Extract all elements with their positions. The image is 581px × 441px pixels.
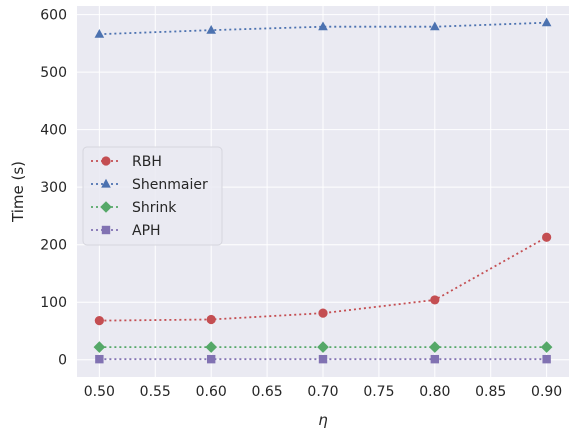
data-point-shenmaier [318, 21, 328, 31]
legend-entry-rbh: RBH [91, 154, 162, 170]
y-tick-label: 0 [58, 353, 67, 369]
legend-marker-rbh [101, 156, 111, 166]
data-point-shenmaier [94, 28, 105, 38]
series-rbh [94, 232, 552, 326]
data-point-shenmaier [206, 24, 216, 34]
data-point-shenmaier [541, 17, 552, 27]
legend-entry-shrink: Shrink [91, 200, 177, 216]
x-tick-label: 0.50 [84, 384, 115, 400]
x-axis-label: η [318, 411, 328, 429]
y-tick-label: 100 [40, 295, 67, 311]
x-tick-label: 0.90 [531, 384, 562, 400]
data-point-rbh [542, 232, 552, 242]
y-tick-label: 500 [40, 65, 67, 81]
x-tick-labels: 0.50 0.55 0.60 0.65 0.70 0.75 0.80 0.85 0.90 [84, 384, 562, 400]
y-tick-label: 300 [40, 180, 67, 196]
legend-label: APH [132, 223, 161, 239]
x-tick-label: 0.80 [419, 384, 450, 400]
legend-marker-shenmaier [101, 178, 111, 188]
series-shenmaier [94, 17, 552, 38]
data-point-shenmaier [430, 21, 440, 31]
data-point-shrink [540, 341, 553, 353]
y-tick-labels: 0 100 200 300 400 500 600 [40, 8, 67, 369]
series-shrink [93, 341, 553, 353]
data-point-aph [95, 354, 104, 364]
data-point-rbh [318, 308, 328, 318]
data-point-rbh [206, 314, 216, 325]
y-tick-label: 600 [40, 8, 67, 24]
x-tick-label: 0.55 [140, 384, 171, 400]
legend-label: Shenmaier [132, 177, 208, 193]
legend-label: RBH [132, 154, 162, 170]
x-tick-label: 0.65 [252, 384, 283, 400]
y-tick-label: 400 [40, 123, 67, 139]
y-tick-label: 200 [40, 238, 67, 254]
legend-label: Shrink [132, 200, 177, 216]
data-point-shrink [205, 341, 217, 353]
legend: RBH Shenmaier Shrink APH [82, 146, 223, 246]
data-point-rbh [430, 295, 440, 305]
data-point-aph [542, 354, 551, 364]
data-point-rbh [94, 316, 104, 326]
legend-marker-aph [101, 225, 111, 235]
x-tick-label: 0.75 [363, 384, 394, 400]
data-point-aph [206, 354, 216, 364]
series-layer [93, 17, 553, 364]
data-point-aph [318, 354, 328, 364]
data-point-shrink [429, 341, 441, 353]
y-axis-label: Time (s) [9, 161, 27, 223]
series-aph [95, 354, 551, 364]
legend-marker-shrink [100, 201, 112, 213]
data-point-aph [430, 354, 440, 364]
x-tick-label: 0.70 [307, 384, 338, 400]
legend-entry-aph: APH [91, 223, 161, 239]
x-tick-label: 0.85 [475, 384, 506, 400]
legend-entry-shenmaier: Shenmaier [91, 177, 208, 193]
data-point-shrink [93, 341, 106, 353]
legend-box [82, 146, 223, 246]
data-point-shrink [317, 341, 329, 353]
x-tick-label: 0.60 [196, 384, 227, 400]
